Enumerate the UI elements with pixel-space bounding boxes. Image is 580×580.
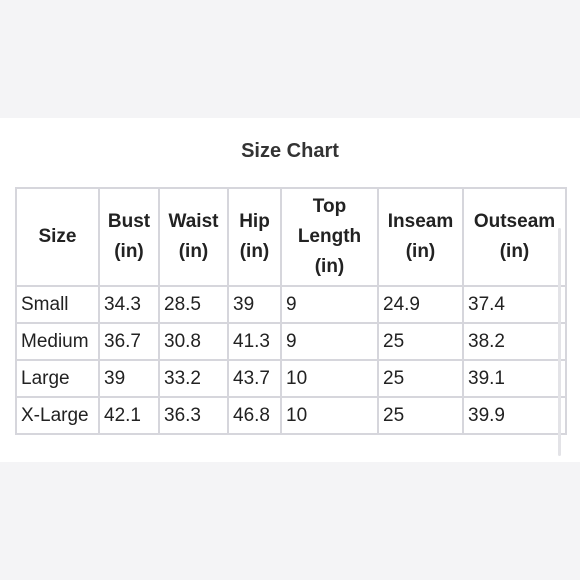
cell-bust: 42.1 (98, 396, 160, 435)
cell-waist: 33.2 (158, 359, 229, 398)
cell-top-length: 10 (280, 359, 379, 398)
header-waist: Waist (in) (158, 187, 229, 287)
cell-size: Large (15, 359, 100, 398)
header-bust-line-2: (in) (114, 241, 144, 262)
cell-waist: 36.3 (158, 396, 229, 435)
header-size: Size (15, 187, 100, 287)
cell-size: X-Large (15, 396, 100, 435)
header-size-line: Size (38, 226, 77, 247)
cell-top-length: 9 (280, 285, 379, 324)
header-inseam-line-1: Inseam (387, 211, 454, 232)
cell-bust: 36.7 (98, 322, 160, 361)
cell-outseam: 39.1 (462, 359, 567, 398)
header-hip: Hip (in) (227, 187, 282, 287)
cell-size: Medium (15, 322, 100, 361)
header-row: Size Bust (in) Waist (in) Hip (in) (15, 187, 567, 287)
header-inseam-line-2: (in) (405, 241, 436, 262)
cell-hip: 41.3 (227, 322, 282, 361)
header-bust-line-1: Bust (107, 211, 151, 232)
table-row: X-Large 42.1 36.3 46.8 10 25 39.9 (15, 396, 567, 435)
header-waist-line-1: Waist (168, 211, 219, 232)
header-waist-line-2: (in) (178, 241, 209, 262)
header-top-length: Top Length (in) (280, 187, 379, 287)
cell-inseam: 24.9 (377, 285, 464, 324)
table-row: Large 39 33.2 43.7 10 25 39.1 (15, 359, 567, 398)
cell-inseam: 25 (377, 359, 464, 398)
header-top-length-line-2: Length (297, 226, 362, 247)
cell-hip: 43.7 (227, 359, 282, 398)
cell-waist: 28.5 (158, 285, 229, 324)
header-top-length-line-1: Top (312, 196, 347, 217)
cell-waist: 30.8 (158, 322, 229, 361)
table-row: Small 34.3 28.5 39 9 24.9 37.4 (15, 285, 567, 324)
header-top-length-line-3: (in) (314, 256, 345, 277)
cell-outseam: 39.9 (462, 396, 567, 435)
header-outseam: Outseam (in) (462, 187, 567, 287)
cell-outseam: 38.2 (462, 322, 567, 361)
size-chart-card: Size Chart Size Bust (in) (0, 118, 580, 462)
cell-inseam: 25 (377, 396, 464, 435)
cell-size: Small (15, 285, 100, 324)
header-outseam-line-2: (in) (499, 241, 530, 262)
cell-top-length: 10 (280, 396, 379, 435)
cell-bust: 34.3 (98, 285, 160, 324)
cell-bust: 39 (98, 359, 160, 398)
header-outseam-line-1: Outseam (473, 211, 556, 232)
header-hip-line-1: Hip (239, 211, 270, 232)
header-inseam: Inseam (in) (377, 187, 464, 287)
vertical-scrollbar[interactable] (558, 228, 561, 456)
cell-hip: 39 (227, 285, 282, 324)
chart-title: Size Chart (241, 140, 339, 162)
cell-top-length: 9 (280, 322, 379, 361)
size-table: Size Bust (in) Waist (in) Hip (in) (15, 187, 567, 435)
cell-inseam: 25 (377, 322, 464, 361)
header-hip-line-2: (in) (239, 241, 270, 262)
cell-outseam: 37.4 (462, 285, 567, 324)
table-row: Medium 36.7 30.8 41.3 9 25 38.2 (15, 322, 567, 361)
cell-hip: 46.8 (227, 396, 282, 435)
header-bust: Bust (in) (98, 187, 160, 287)
